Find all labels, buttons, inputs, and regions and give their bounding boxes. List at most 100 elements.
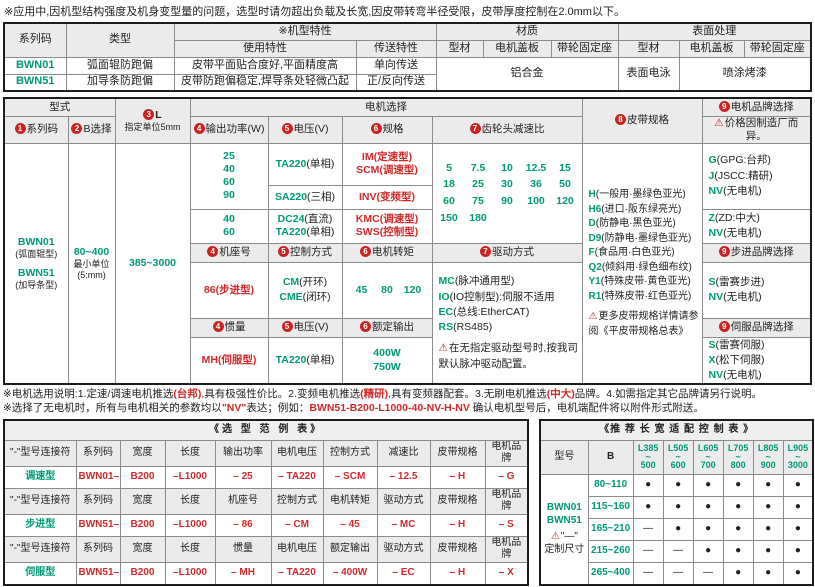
drive-desc: (IO控制型):伺服不适用 [449,290,555,303]
header-profile: 型材 [617,39,680,58]
brand-item: NV(无电机) [709,368,809,383]
col-header: 长度 [164,487,216,515]
example-value: – 12.5 [376,465,431,489]
circle-4-icon: 4 [212,321,224,333]
brand-item: S(雷赛伺服) [709,338,809,353]
compat-mark: ● [722,473,754,497]
example-value: – 400W [322,561,378,586]
example-value: – 45 [322,513,378,537]
compat-mark: ● [722,495,754,519]
compat-mark: ● [632,495,664,519]
belt-item: F(食品用·白色亚光) [589,246,700,261]
col-header: 系列码 [75,487,121,515]
example-value: – TA220 [270,465,324,489]
example-value: – 25 [214,465,272,489]
brand-item: G(GPG:台邦) [709,153,809,168]
circle-5-icon: 5 [281,321,293,333]
voltage-code: TA220 [275,226,307,239]
b-range: 265~400 [587,561,634,586]
example-header-row: "-"型号连接符 系列码 宽度 长度 输出功率 电机电压 控制方式 减速比 皮带规格 电机品牌 [3,439,529,467]
compat-mark: ● [752,561,784,586]
side-dash-note: ⚠"—" [543,531,586,544]
compat-mark: ● [662,517,694,541]
transfer-feature-value: 单向传送 [355,56,437,75]
side-model-bwn01: BWN01 [546,502,582,514]
brand-step-cell: S(雷赛步进) NV(无电机) [701,261,812,319]
brand-code: J [708,169,715,182]
example-value: – S [484,513,529,537]
belt-item: R1(特殊皮带·红色亚光) [589,290,700,305]
circle-5-icon: 5 [278,246,289,258]
header-l-range: L705 ~ 800 [722,439,754,475]
header-model-features: ※机型特性 [173,22,437,41]
gear-value: 100 [527,195,545,208]
col-header: 电机品牌 [484,535,529,563]
compat-mark: ● [752,539,784,563]
note-brand-gpg: (台邦) [173,388,202,401]
header-transfer-feature: 传送特性 [355,39,437,58]
compat-mark: ● [782,561,814,586]
header-motor-cover: 电机盖板 [482,39,552,58]
series-overview-table: 系列码 类型 ※机型特性 材质 表面处理 使用特性 传送特性 型材 电机盖板 带… [3,22,812,92]
series-bwn51: BWN51 [17,267,55,280]
compat-mark: — [632,539,664,563]
drive-note: ⚠在无指定驱动型号时,按我司默认脉冲驱动配置。 [439,341,580,371]
example-header-row: "-"型号连接符 系列码 宽度 长度 机座号 控制方式 电机转矩 驱动方式 皮带规格 电机品牌 [3,487,529,515]
drive-code: RS [438,321,454,334]
col-header: 宽度 [119,535,166,563]
brand-desc: (无电机) [723,184,762,197]
voltage-code: DC24 [277,213,305,226]
header-series-code: 系列码 [3,22,67,58]
control-mode-cell: CM(开环) CME(闭环) [267,261,343,319]
col-header: 机座号 [214,487,272,515]
gear-value: 150 [440,212,458,225]
top-usage-note: ※应用中,因机型结构强度及机身变型量的问题，选型时请勿超出负载及长宽,因皮带转弯… [4,6,625,18]
power-values-dc: 40 60 [189,208,269,244]
note-line-1: ※电机选用说明:1.定速/调速电机推选(台邦),具有极强性价比。2.变频电机推选… [3,388,812,401]
col-header: 驱动方式 [376,535,431,563]
header-surface-treatment: 表面处理 [617,22,812,41]
gear-value: 50 [559,178,571,191]
brand-item: Z(ZD:中大) [709,211,809,226]
header-step-brand: 9 步进品牌选择 [701,242,812,263]
brand-item: NV(无电机) [709,184,809,199]
b-select-cell: 80~400 最小单位 (5:mm) [67,142,116,385]
series-code-cell: BWN01 (弧面辊型) BWN51 (加导条型) [3,142,69,385]
belt-note: ⚠更多皮带规格详情请参阅《平皮带规格总表》 [589,310,700,339]
spec-inv: INV(变频型) [341,184,433,210]
belt-desc: (一般用·墨绿色亚光) [595,189,686,201]
brand-code: NV [708,291,724,304]
note-text: 表达；例如： [246,401,310,414]
col-header: 输出功率 [214,439,272,467]
table-row: BWN51 加导条防跑偏 皮带防跑偏稳定,焊导条处轻微凸起 正/反向传送 [3,73,811,92]
circle-9-icon: 9 [718,246,730,258]
header-l-range: L905 ~ 3000 [782,439,814,475]
voltage-code: SA220 [274,190,308,203]
col-header: 系列码 [75,439,121,467]
torque-value: 120 [403,283,422,296]
circle-6-icon: 6 [360,246,371,258]
control-line: CM(开环) [271,275,340,290]
compat-mark: — [632,561,664,586]
gear-value: 75 [472,195,484,208]
voltage-ta220: TA220(单相) [267,142,343,186]
compat-mark: — [662,561,694,586]
warning-icon: ⚠ [438,342,448,355]
header-use-feature: 使用特性 [173,39,357,58]
b-min-unit-value: (5:mm) [77,270,106,281]
voltage-desc: (三相) [307,190,336,203]
series-bwn51: BWN51 [3,73,67,92]
gear-value: 36 [530,178,542,191]
brand-dc-cell: Z(ZD:中大) NV(无电机) [701,208,812,244]
drive-mode-label: 驱动方式 [492,246,534,259]
gear-value: 90 [501,195,513,208]
col-header: 电机电压 [270,535,324,563]
gear-ratio-label: 齿轮头减速比 [481,123,545,136]
compat-mark: ● [722,517,754,541]
series-bwn51-type: (加导条型) [15,280,58,291]
belt-code: F [588,247,595,259]
header-drive-mode: 7 驱动方式 [431,242,583,263]
col-header: 长度 [164,439,216,467]
drive-item: EC(总线:EtherCAT) [439,305,580,320]
voltage-line: DC24(直流) [271,213,340,226]
